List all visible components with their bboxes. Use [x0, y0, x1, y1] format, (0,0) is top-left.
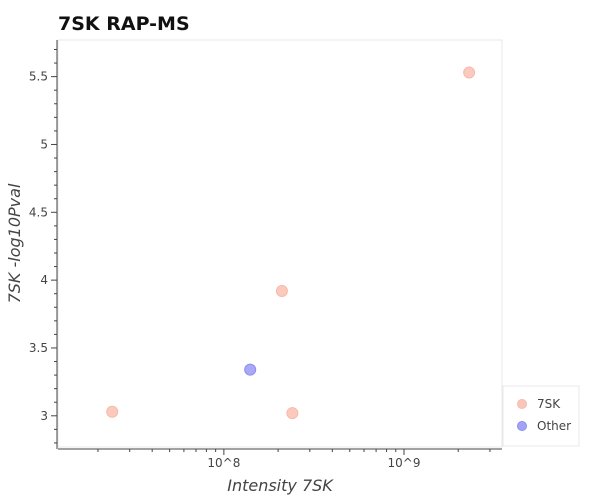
- data-points: [106, 66, 476, 420]
- data-point-7sk: [463, 66, 476, 79]
- x-axis-label: Intensity 7SK: [227, 476, 334, 495]
- y-tick-label: 5: [40, 137, 48, 151]
- y-tick-label: 4.5: [29, 205, 48, 219]
- data-point-7sk: [106, 405, 119, 418]
- x-axis: 10^8 10^9: [58, 448, 502, 470]
- data-point-7sk: [286, 407, 299, 420]
- data-point-other: [244, 363, 257, 376]
- y-tick-label: 3.5: [29, 341, 48, 355]
- y-tick-label: 3: [40, 409, 48, 423]
- legend-swatch: [517, 421, 527, 431]
- data-point-7sk: [275, 284, 288, 297]
- legend-swatch: [517, 399, 527, 409]
- legend-label: 7SK: [537, 397, 561, 411]
- y-axis: 3 3.5 4 4.5 5 5.5: [29, 40, 58, 449]
- plot-frame: [57, 39, 503, 448]
- chart-title: 7SK RAP-MS: [58, 13, 190, 35]
- legend-box: [502, 385, 580, 447]
- x-tick-label: 10^8: [207, 456, 240, 470]
- x-tick-label: 10^9: [388, 456, 421, 470]
- y-axis-label: 7SK -log10Pval: [5, 183, 24, 303]
- legend-label: Other: [537, 419, 571, 433]
- y-tick-label: 5.5: [29, 70, 48, 84]
- y-tick-label: 4: [40, 273, 48, 287]
- legend: 7SK Other: [502, 385, 580, 447]
